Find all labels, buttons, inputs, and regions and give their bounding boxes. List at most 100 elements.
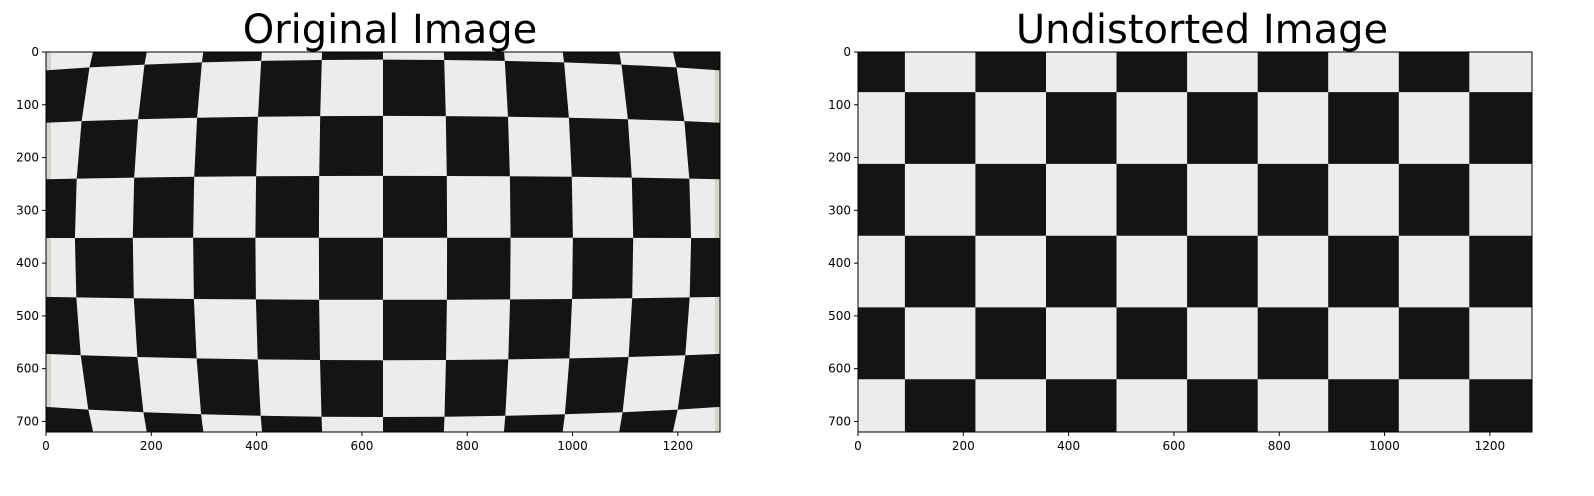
x-tick-label: 200 [952,439,975,453]
dark-square [132,176,195,238]
dark-square [858,307,905,380]
dark-square [255,299,320,360]
dark-square [717,402,778,454]
dark-square [1046,92,1117,164]
dark-square [1117,451,1188,496]
dark-square [508,299,573,360]
dark-square [321,52,383,60]
dark-square [1046,379,1117,432]
dark-square [1116,52,1188,93]
dark-square [1257,307,1329,380]
dark-square [904,92,976,164]
x-tick-label: 400 [1057,439,1080,453]
dark-square [445,116,510,177]
dark-square [858,52,905,93]
y-tick-label: 100 [16,98,39,112]
x-tick-label: 200 [140,439,163,453]
dark-square [143,412,204,432]
y-tick-label: 300 [16,203,39,217]
dark-square [196,358,261,416]
undistorted-image-panel: Undistorted Image 0 200 400 600 800 1000 1200 0… [812,0,1572,496]
dark-square [383,299,447,361]
dark-square [443,52,505,61]
x-tick-label: 1000 [557,439,588,453]
dark-square [444,359,509,417]
y-tick-label: 500 [828,309,851,323]
dark-square [258,60,322,117]
paper-edge-left [46,52,51,432]
y-tick-label: 600 [16,362,39,376]
dark-square [504,60,569,118]
x-tick-label: 600 [1162,439,1185,453]
dark-square [1328,235,1399,308]
dark-square [138,62,202,120]
dark-square [503,414,565,432]
dark-square [1046,235,1117,308]
dark-square [74,237,134,299]
x-tick-label: 800 [1268,439,1291,453]
dark-square [319,115,383,176]
dark-square [383,59,446,117]
dark-square [1398,307,1470,380]
dark-square [1258,451,1329,496]
dark-square [834,451,905,496]
dark-square [764,92,835,164]
original-image-axes: 0 200 400 600 800 1000 1200 0 100 200 300 400 500 600… [16,45,721,453]
dark-square [320,360,383,417]
dark-square [1257,52,1329,93]
dark-square [628,297,690,357]
dark-square [1540,164,1594,236]
y-tick-label: 0 [31,45,39,59]
dark-square [383,175,448,238]
dark-square [1187,379,1258,432]
checkerboard-image [46,52,797,454]
checkerboard-image [764,0,1594,496]
dark-square [1187,92,1258,164]
dark-square [621,64,685,122]
dark-square [677,353,720,410]
dark-square [1469,235,1532,308]
dark-square [260,415,323,432]
y-tick-label: 200 [16,151,39,165]
dark-square [1469,92,1532,164]
y-tick-label: 500 [16,309,39,323]
dark-square [194,116,258,177]
undistorted-image-axes: 0 200 400 600 800 1000 1200 0 100 200 300 400 500 600… [828,45,1533,453]
dark-square [46,296,81,356]
dark-square [1328,379,1399,432]
dark-square [1328,92,1399,164]
dark-square [255,176,320,238]
original-image-panel: Original Image 0 200 400 600 800 1000 1200 0 100… [0,0,760,496]
dark-square [1399,451,1470,496]
dark-square [619,409,678,432]
dark-square [904,379,976,432]
dark-square [80,355,144,413]
dark-square [568,117,632,178]
dark-square [744,180,797,238]
dark-square [1116,307,1188,380]
y-tick-label: 200 [828,151,851,165]
dark-square [1116,163,1188,236]
dark-square [46,406,94,432]
dark-square [89,52,147,68]
x-tick-label: 1200 [663,439,694,453]
dark-square [764,236,835,308]
x-tick-label: 800 [456,439,479,453]
dark-square [975,451,1046,496]
dark-square [76,119,139,179]
dark-square [509,176,573,238]
dark-square [684,121,720,180]
dark-square [764,0,835,20]
dark-square [1469,379,1532,432]
dark-square [1187,235,1258,308]
x-tick-label: 0 [854,439,862,453]
dark-square [1540,307,1594,379]
dark-square [562,52,622,65]
y-tick-label: 400 [828,256,851,270]
dark-square [1398,163,1470,236]
dark-square [975,163,1046,236]
dark-square [728,71,787,126]
y-tick-label: 300 [828,203,851,217]
dark-square [1398,52,1470,93]
dark-square [46,178,77,238]
